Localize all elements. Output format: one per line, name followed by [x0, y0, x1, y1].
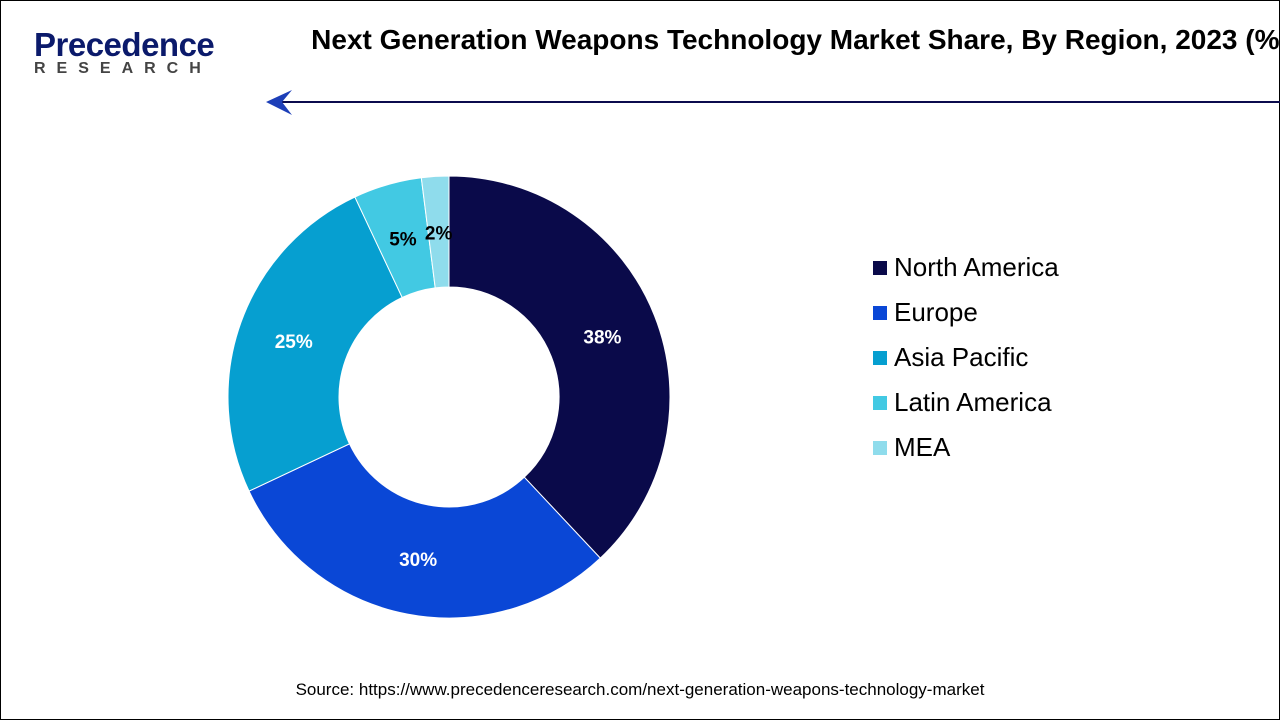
- legend-item: Europe: [873, 275, 1059, 350]
- donut-slice-north-america: [448, 175, 671, 559]
- legend-item: Asia Pacific: [873, 320, 1059, 395]
- title-underline: [280, 101, 1280, 103]
- legend-label: MEA: [894, 432, 951, 462]
- legend-item: Latin America: [873, 365, 1059, 440]
- donut-slice-mea: [420, 175, 450, 289]
- legend-swatch: [873, 260, 887, 275]
- legend-label: North America: [894, 252, 1059, 282]
- data-label: 30%: [399, 550, 437, 571]
- legend-swatch: [873, 350, 887, 365]
- precedence-research-logo: Precedence RESEARCH: [34, 26, 215, 78]
- legend-item: MEA: [873, 410, 1059, 485]
- legend: North America Europe Asia Pacific Latin Ame…: [873, 230, 1059, 485]
- chart-title: Next Generation Weapons Technology Marke…: [311, 24, 1280, 55]
- donut-slice-asia-pacific: [227, 196, 403, 492]
- source-note: Source: https://www.precedenceresearch.c…: [295, 680, 985, 699]
- legend-swatch: [873, 305, 887, 320]
- legend-label: Asia Pacific: [894, 342, 1029, 372]
- logo-sub-text: RESEARCH: [34, 60, 212, 77]
- legend-label: Latin America: [894, 387, 1052, 417]
- data-label: 2%: [425, 223, 453, 244]
- data-label: 5%: [389, 230, 417, 251]
- logo-main-text: Precedence: [34, 26, 215, 63]
- arrow-left-icon: [266, 90, 292, 115]
- legend-label: Europe: [894, 297, 978, 327]
- legend-swatch: [873, 395, 887, 410]
- data-label: 38%: [583, 327, 621, 348]
- data-label: 25%: [275, 332, 313, 353]
- legend-item: North America: [873, 230, 1059, 305]
- legend-swatch: [873, 440, 887, 455]
- donut-slice-europe: [248, 443, 601, 619]
